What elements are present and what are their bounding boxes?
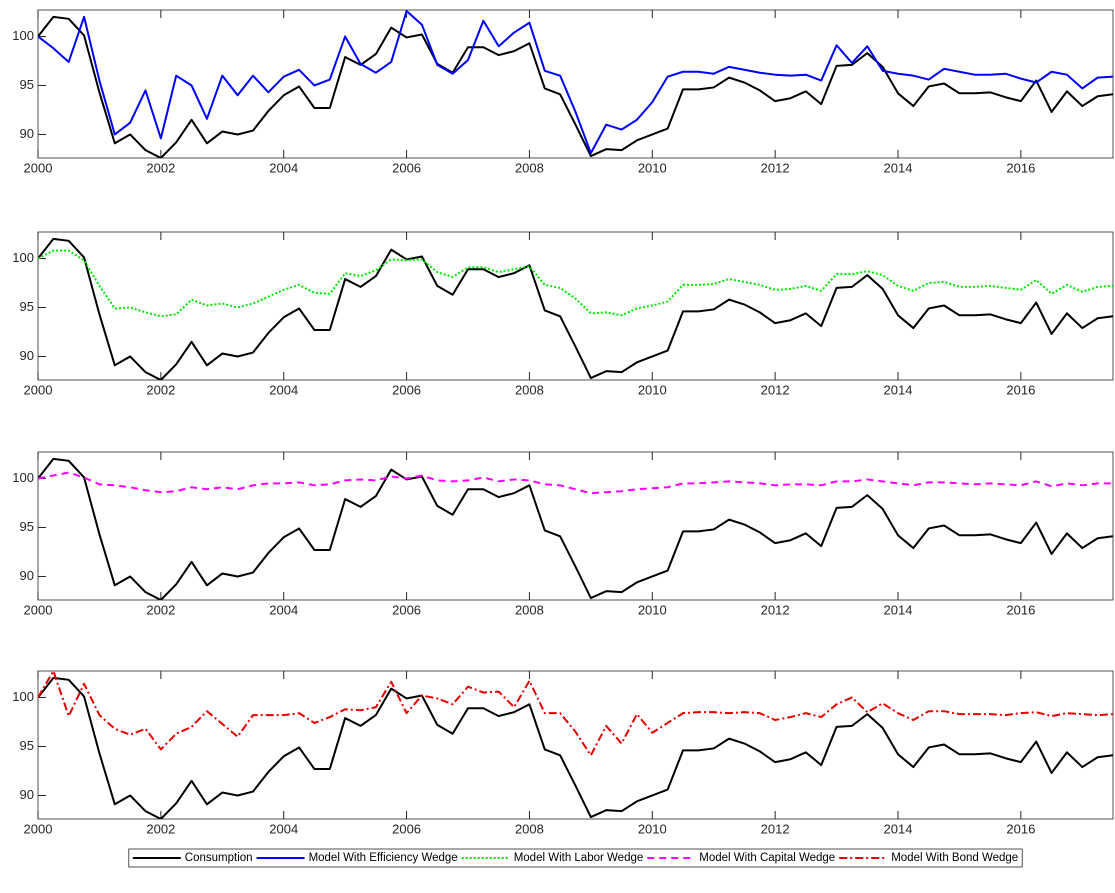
legend: Consumption Model With Efficiency Wedge Mo…: [128, 848, 1023, 868]
x-tick-label: 2008: [515, 602, 544, 617]
y-tick-label: 100: [12, 250, 34, 265]
series-group: [38, 237, 1113, 380]
series-line: [38, 237, 1113, 380]
x-tick-label: 2000: [24, 382, 53, 397]
series-group: [38, 10, 1113, 158]
y-tick-label: 90: [20, 787, 34, 802]
x-tick-label: 2000: [24, 821, 53, 836]
x-tick-label: 2012: [761, 821, 790, 836]
y-tick-label: 95: [20, 738, 34, 753]
axes-box: [37, 231, 1114, 381]
x-tick-label: 2016: [1006, 602, 1035, 617]
x-tick-label: 2002: [146, 382, 175, 397]
x-tick-label: 2016: [1006, 382, 1035, 397]
axes-box: [37, 451, 1114, 601]
y-tick-label: 100: [12, 28, 34, 43]
x-tick-label: 2004: [269, 160, 298, 175]
series-line: [38, 249, 1113, 318]
x-tick-label: 2010: [638, 602, 667, 617]
axes-box: [37, 670, 1114, 820]
legend-label: Model With Labor Wedge: [514, 852, 644, 864]
x-tick-label: 2000: [24, 602, 53, 617]
y-tick-label: 95: [20, 299, 34, 314]
x-tick-label: 2012: [761, 382, 790, 397]
x-tick-label: 2012: [761, 602, 790, 617]
y-tick-label: 90: [20, 348, 34, 363]
x-tick-label: 2008: [515, 160, 544, 175]
axes-box: [37, 9, 1114, 159]
legend-label: Model With Bond Wedge: [891, 852, 1018, 864]
y-tick-label: 90: [20, 568, 34, 583]
x-tick-label: 2014: [884, 160, 913, 175]
series-group: [38, 457, 1113, 600]
subplot: 2000 2002 2004 2006 2008 2010 2012 2014 2016 90 95…: [12, 451, 1114, 617]
x-tick-label: 2004: [269, 382, 298, 397]
legend-label: Model With Capital Wedge: [699, 852, 835, 864]
x-tick-label: 2014: [884, 821, 913, 836]
x-tick-label: 2012: [761, 160, 790, 175]
x-tick-label: 2016: [1006, 821, 1035, 836]
series-group: [38, 671, 1113, 819]
y-tick-label: 100: [12, 470, 34, 485]
x-tick-label: 2002: [146, 821, 175, 836]
x-tick-label: 2000: [24, 160, 53, 175]
x-tick-label: 2004: [269, 602, 298, 617]
series-line: [38, 15, 1113, 158]
x-tick-label: 2010: [638, 382, 667, 397]
subplot: 2000 2002 2004 2006 2008 2010 2012 2014 2016 90 95…: [12, 670, 1114, 836]
x-tick-label: 2010: [638, 160, 667, 175]
x-tick-label: 2002: [146, 602, 175, 617]
y-tick-label: 90: [20, 126, 34, 141]
series-line: [38, 676, 1113, 819]
legend-box: [128, 848, 1023, 868]
x-tick-label: 2008: [515, 382, 544, 397]
legend-label: Model With Efficiency Wedge: [309, 852, 458, 864]
y-tick-label: 95: [20, 77, 34, 92]
x-tick-label: 2008: [515, 821, 544, 836]
y-tick-label: 95: [20, 519, 34, 534]
subplot: 2000 2002 2004 2006 2008 2010 2012 2014 2016 90 95…: [12, 231, 1114, 397]
y-tick-label: 100: [12, 689, 34, 704]
x-tick-label: 2006: [392, 160, 421, 175]
x-tick-label: 2006: [392, 821, 421, 836]
series-line: [38, 671, 1113, 757]
x-tick-label: 2014: [884, 382, 913, 397]
x-tick-label: 2010: [638, 821, 667, 836]
x-tick-label: 2004: [269, 821, 298, 836]
x-tick-label: 2014: [884, 602, 913, 617]
series-line: [38, 10, 1113, 155]
subplot: 2000 2002 2004 2006 2008 2010 2012 2014 2016 90 95…: [12, 9, 1114, 175]
series-line: [38, 457, 1113, 600]
x-tick-label: 2006: [392, 602, 421, 617]
x-tick-label: 2006: [392, 382, 421, 397]
x-tick-label: 2002: [146, 160, 175, 175]
series-line: [38, 471, 1113, 495]
x-tick-label: 2016: [1006, 160, 1035, 175]
legend-label: Consumption: [185, 852, 253, 864]
